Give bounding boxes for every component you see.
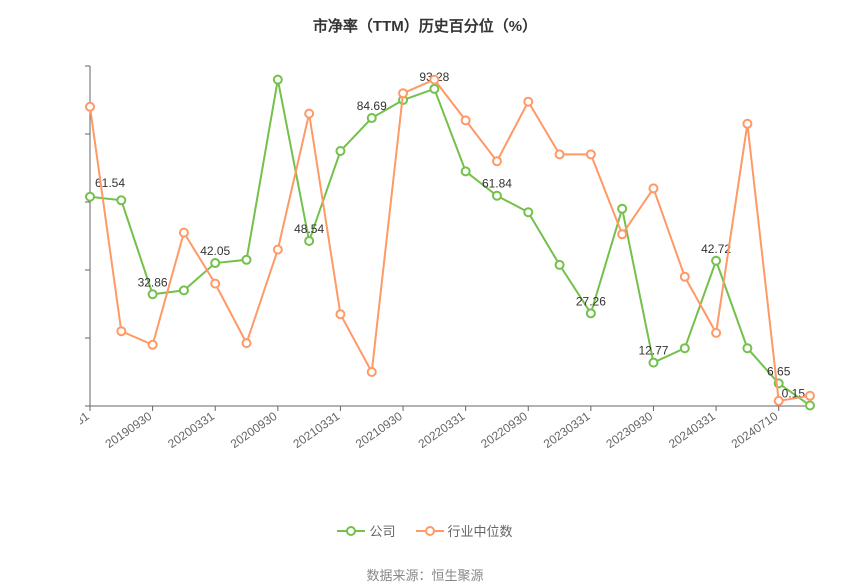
svg-text:20210331: 20210331 xyxy=(290,409,342,451)
svg-text:20200331: 20200331 xyxy=(165,409,217,451)
svg-text:42.72: 42.72 xyxy=(701,242,731,256)
svg-text:27.26: 27.26 xyxy=(576,294,606,308)
legend-item-industry[interactable]: 行业中位数 xyxy=(416,521,513,540)
svg-text:61.84: 61.84 xyxy=(482,177,512,191)
legend-label-company: 公司 xyxy=(369,521,395,540)
svg-text:20220930: 20220930 xyxy=(478,409,530,451)
svg-text:20240331: 20240331 xyxy=(666,409,718,451)
svg-text:20200930: 20200930 xyxy=(228,409,280,451)
chart-title: 市净率（TTM）历史百分位（%） xyxy=(20,15,830,36)
svg-text:20210930: 20210930 xyxy=(353,409,405,451)
legend-marker-industry xyxy=(416,524,444,538)
svg-text:12.77: 12.77 xyxy=(638,344,668,358)
chart-svg: 0204060801002019033120190930202003312020… xyxy=(80,56,840,486)
svg-text:20240710: 20240710 xyxy=(729,409,781,451)
svg-text:20190930: 20190930 xyxy=(103,409,155,451)
legend-label-industry: 行业中位数 xyxy=(448,521,513,540)
chart-container: 市净率（TTM）历史百分位（%） 02040608010020190331201… xyxy=(0,0,850,575)
legend-item-company[interactable]: 公司 xyxy=(337,521,395,540)
svg-text:6.65: 6.65 xyxy=(767,364,791,378)
svg-text:42.05: 42.05 xyxy=(200,244,230,258)
legend-marker-company xyxy=(337,524,365,538)
svg-text:32.86: 32.86 xyxy=(138,275,168,289)
svg-text:20230331: 20230331 xyxy=(541,409,593,451)
svg-text:48.54: 48.54 xyxy=(294,222,324,236)
svg-text:20230930: 20230930 xyxy=(603,409,655,451)
legend: 公司 行业中位数 xyxy=(20,521,830,540)
plot-area: 0204060801002019033120190930202003312020… xyxy=(80,56,800,486)
svg-text:84.69: 84.69 xyxy=(357,99,387,113)
svg-text:20220331: 20220331 xyxy=(416,409,468,451)
svg-text:20190331: 20190331 xyxy=(80,409,92,451)
